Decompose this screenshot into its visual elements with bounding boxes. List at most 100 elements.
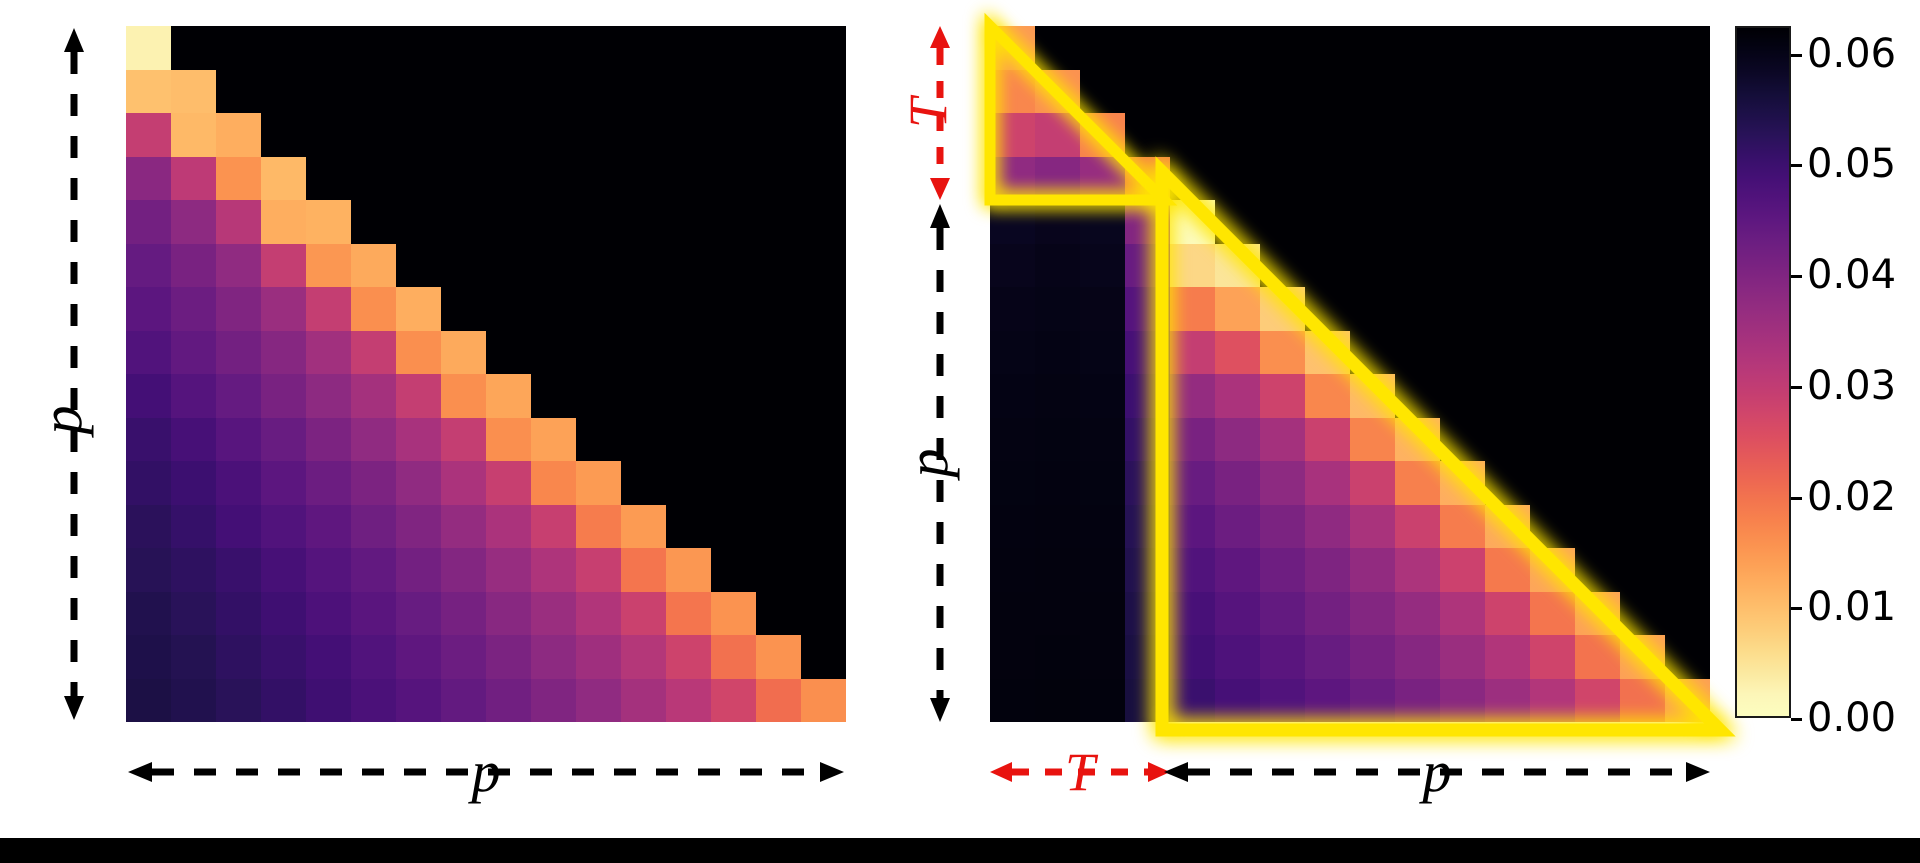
heatmap-cell bbox=[261, 504, 306, 548]
heatmap-cell bbox=[1575, 156, 1620, 200]
heatmap-cell bbox=[1485, 243, 1530, 287]
heatmap-cell bbox=[1170, 374, 1215, 418]
heatmap-cell bbox=[171, 26, 216, 70]
heatmap-cell bbox=[396, 635, 441, 679]
right-panel-y-axis-T-arrow bbox=[928, 26, 952, 200]
heatmap-cell bbox=[171, 461, 216, 505]
heatmap-cell bbox=[1350, 548, 1395, 592]
heatmap-cell bbox=[1035, 548, 1080, 592]
heatmap-cell bbox=[666, 113, 711, 157]
heatmap-cell bbox=[1620, 635, 1665, 679]
heatmap-cell bbox=[1395, 374, 1440, 418]
heatmap-cell bbox=[801, 548, 846, 592]
heatmap-cell bbox=[1665, 69, 1710, 113]
heatmap-cell bbox=[1080, 635, 1125, 679]
heatmap-cell bbox=[801, 635, 846, 679]
heatmap-cell bbox=[576, 113, 621, 157]
heatmap-cell bbox=[1080, 504, 1125, 548]
heatmap-cell bbox=[1485, 591, 1530, 635]
heatmap-cell bbox=[1620, 548, 1665, 592]
heatmap-cell bbox=[621, 504, 666, 548]
heatmap-cell bbox=[1575, 504, 1620, 548]
heatmap-cell bbox=[1125, 26, 1170, 70]
heatmap-cell bbox=[1125, 200, 1170, 244]
right-heatmap-panel bbox=[990, 26, 1710, 722]
heatmap-cell bbox=[666, 374, 711, 418]
heatmap-cell bbox=[486, 200, 531, 244]
heatmap-cell bbox=[1530, 591, 1575, 635]
heatmap-cell bbox=[126, 287, 171, 331]
heatmap-cell bbox=[1575, 26, 1620, 70]
heatmap-cell bbox=[216, 243, 261, 287]
heatmap-cell bbox=[351, 374, 396, 418]
heatmap-cell bbox=[801, 69, 846, 113]
heatmap-cell bbox=[1215, 287, 1260, 331]
heatmap-cell bbox=[261, 243, 306, 287]
heatmap-cell bbox=[1305, 678, 1350, 722]
heatmap-cell bbox=[756, 417, 801, 461]
heatmap-cell bbox=[1665, 678, 1710, 722]
heatmap-cell bbox=[756, 678, 801, 722]
heatmap-cell bbox=[801, 330, 846, 374]
heatmap-cell bbox=[1170, 243, 1215, 287]
heatmap-cell bbox=[216, 113, 261, 157]
heatmap-cell bbox=[486, 69, 531, 113]
heatmap-cell bbox=[1215, 200, 1260, 244]
heatmap-cell bbox=[1035, 287, 1080, 331]
heatmap-cell bbox=[1170, 635, 1215, 679]
heatmap-cell bbox=[666, 417, 711, 461]
heatmap-cell bbox=[711, 417, 756, 461]
heatmap-cell bbox=[261, 200, 306, 244]
heatmap-cell bbox=[711, 287, 756, 331]
heatmap-cell bbox=[126, 635, 171, 679]
heatmap-cell bbox=[126, 548, 171, 592]
heatmap-cell bbox=[1485, 548, 1530, 592]
heatmap-cell bbox=[531, 591, 576, 635]
heatmap-cell bbox=[1260, 26, 1305, 70]
heatmap-cell bbox=[216, 200, 261, 244]
colorbar bbox=[1735, 26, 1791, 718]
heatmap-cell bbox=[1350, 417, 1395, 461]
heatmap-cell bbox=[990, 330, 1035, 374]
heatmap-cell bbox=[990, 374, 1035, 418]
heatmap-cell bbox=[990, 156, 1035, 200]
heatmap-cell bbox=[216, 26, 261, 70]
heatmap-cell bbox=[486, 156, 531, 200]
heatmap-cell bbox=[621, 69, 666, 113]
heatmap-cell bbox=[711, 113, 756, 157]
heatmap-cell bbox=[711, 156, 756, 200]
heatmap-cell bbox=[666, 504, 711, 548]
colorbar-tick bbox=[1791, 496, 1802, 500]
heatmap-cell bbox=[621, 548, 666, 592]
heatmap-cell bbox=[171, 504, 216, 548]
heatmap-cell bbox=[1125, 113, 1170, 157]
heatmap-cell bbox=[621, 200, 666, 244]
heatmap-cell bbox=[531, 26, 576, 70]
heatmap-cell bbox=[666, 26, 711, 70]
heatmap-cell bbox=[621, 635, 666, 679]
heatmap-cell bbox=[261, 635, 306, 679]
heatmap-cell bbox=[756, 287, 801, 331]
heatmap-cell bbox=[1170, 200, 1215, 244]
heatmap-cell bbox=[1440, 548, 1485, 592]
heatmap-cell bbox=[486, 591, 531, 635]
heatmap-cell bbox=[621, 461, 666, 505]
heatmap-cell bbox=[441, 287, 486, 331]
heatmap-cell bbox=[801, 287, 846, 331]
heatmap-cell bbox=[216, 461, 261, 505]
heatmap-cell bbox=[1575, 417, 1620, 461]
heatmap-cell bbox=[1530, 330, 1575, 374]
heatmap-cell bbox=[1665, 200, 1710, 244]
heatmap-cell bbox=[1350, 330, 1395, 374]
heatmap-cell bbox=[711, 504, 756, 548]
heatmap-cell bbox=[801, 113, 846, 157]
heatmap-cell bbox=[1125, 243, 1170, 287]
heatmap-cell bbox=[1620, 330, 1665, 374]
heatmap-cell bbox=[1125, 504, 1170, 548]
heatmap-cell bbox=[306, 678, 351, 722]
heatmap-cell bbox=[1530, 548, 1575, 592]
right-panel-y-axis-T-label: T bbox=[898, 97, 958, 129]
heatmap-cell bbox=[1440, 200, 1485, 244]
heatmap-cell bbox=[990, 69, 1035, 113]
heatmap-cell bbox=[1170, 548, 1215, 592]
